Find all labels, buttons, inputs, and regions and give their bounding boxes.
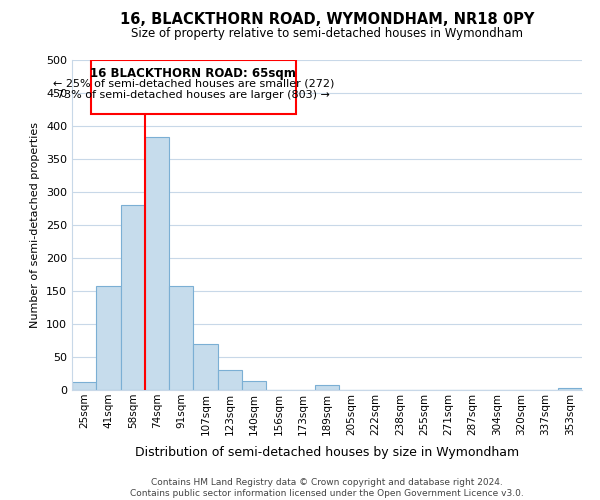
Bar bbox=[558, 388, 582, 390]
X-axis label: Distribution of semi-detached houses by size in Wymondham: Distribution of semi-detached houses by … bbox=[135, 446, 519, 459]
Bar bbox=[72, 382, 96, 390]
Text: 16 BLACKTHORN ROAD: 65sqm: 16 BLACKTHORN ROAD: 65sqm bbox=[91, 66, 296, 80]
Bar bbox=[121, 205, 145, 390]
Bar bbox=[91, 60, 296, 114]
Bar bbox=[193, 344, 218, 390]
Bar bbox=[96, 286, 121, 390]
Bar bbox=[242, 381, 266, 390]
Text: 16, BLACKTHORN ROAD, WYMONDHAM, NR18 0PY: 16, BLACKTHORN ROAD, WYMONDHAM, NR18 0PY bbox=[120, 12, 534, 28]
Bar bbox=[145, 137, 169, 390]
Bar bbox=[315, 386, 339, 390]
Y-axis label: Number of semi-detached properties: Number of semi-detached properties bbox=[31, 122, 40, 328]
Text: Size of property relative to semi-detached houses in Wymondham: Size of property relative to semi-detach… bbox=[131, 28, 523, 40]
Bar bbox=[169, 286, 193, 390]
Text: 73% of semi-detached houses are larger (803) →: 73% of semi-detached houses are larger (… bbox=[57, 90, 330, 101]
Bar bbox=[218, 370, 242, 390]
Text: Contains HM Land Registry data © Crown copyright and database right 2024.
Contai: Contains HM Land Registry data © Crown c… bbox=[130, 478, 524, 498]
Text: ← 25% of semi-detached houses are smaller (272): ← 25% of semi-detached houses are smalle… bbox=[53, 78, 334, 88]
